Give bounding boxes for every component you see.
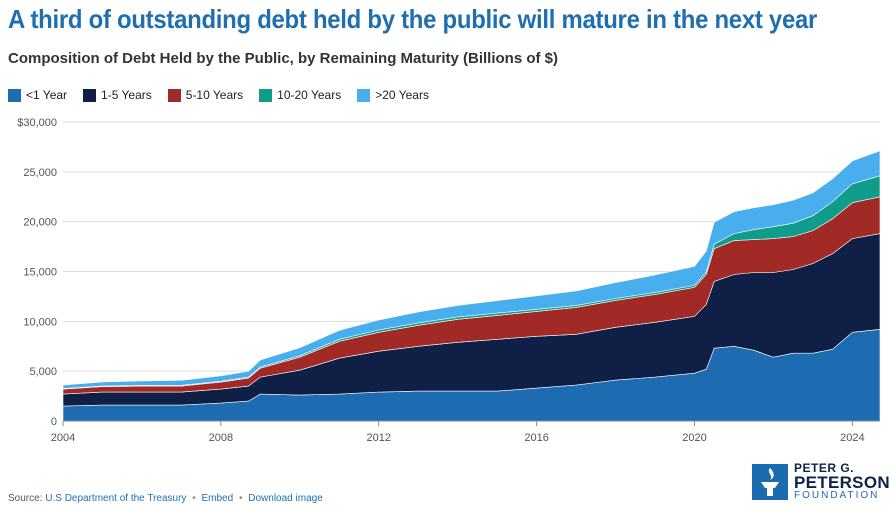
legend-item-lt1: <1 Year [8,88,67,102]
separator-dot: • [192,493,196,504]
embed-link[interactable]: Embed [201,493,234,504]
y-tick-label: 0 [51,416,57,428]
download-image-link[interactable]: Download image [248,493,323,504]
x-tick-label: 2016 [524,432,548,444]
legend-label: >20 Years [375,88,429,102]
legend-swatch [8,88,21,102]
legend-swatch [167,88,181,102]
x-tick-label: 2020 [682,432,706,444]
peterson-foundation-logo: PETER G. PETERSON FOUNDATION [752,462,890,501]
y-tick-label: 15,000 [23,267,57,279]
separator-dot: • [238,493,243,504]
legend-swatch [83,88,97,102]
legend-label: <1 Year [26,88,68,102]
logo-line-1: PETER G. [794,461,855,475]
legend-swatch [259,88,273,102]
legend-label: 5-10 Years [185,88,244,102]
logo-text: PETER G. PETERSON FOUNDATION [794,462,890,501]
y-tick-label: 5,000 [29,366,57,378]
y-tick-label: 20,000 [23,217,57,229]
area-series [62,150,881,389]
chart-subtitle: Composition of Debt Held by the Public, … [8,50,559,67]
y-tick-label: $30,000 [17,117,57,129]
legend-item-5-10: 5-10 Years [167,88,244,102]
x-tick-label: 2012 [367,432,391,444]
x-tick-label: 2008 [209,432,233,444]
stacked-area-chart: 0 5,000 10,000 15,000 20,000 25,000 $30,000 200… [17,117,881,444]
logo-line-2: PETERSON [794,473,890,492]
chart-legend: <1 Year 1-5 Years 5-10 Years 10-20 Years… [8,88,429,102]
x-tick-label: 2024 [840,432,864,444]
legend-label: 1-5 Years [101,88,152,102]
legend-item-10-20: 10-20 Years [259,88,341,102]
page-title: A third of outstanding debt held by the … [8,4,818,34]
footer: Source: U.S Department of the Treasury •… [8,493,323,504]
source-label: Source: [8,493,43,504]
torch-icon [752,463,788,500]
logo-line-3: FOUNDATION [794,490,880,501]
legend-item-1-5: 1-5 Years [83,88,152,102]
source-link[interactable]: U.S Department of the Treasury [45,493,187,504]
legend-item-gt20: >20 Years [357,88,429,102]
legend-swatch [357,88,371,102]
y-tick-label: 10,000 [23,316,57,328]
x-tick-label: 2004 [51,432,75,444]
legend-label: 10-20 Years [277,88,342,102]
y-tick-label: 25,000 [23,167,57,179]
